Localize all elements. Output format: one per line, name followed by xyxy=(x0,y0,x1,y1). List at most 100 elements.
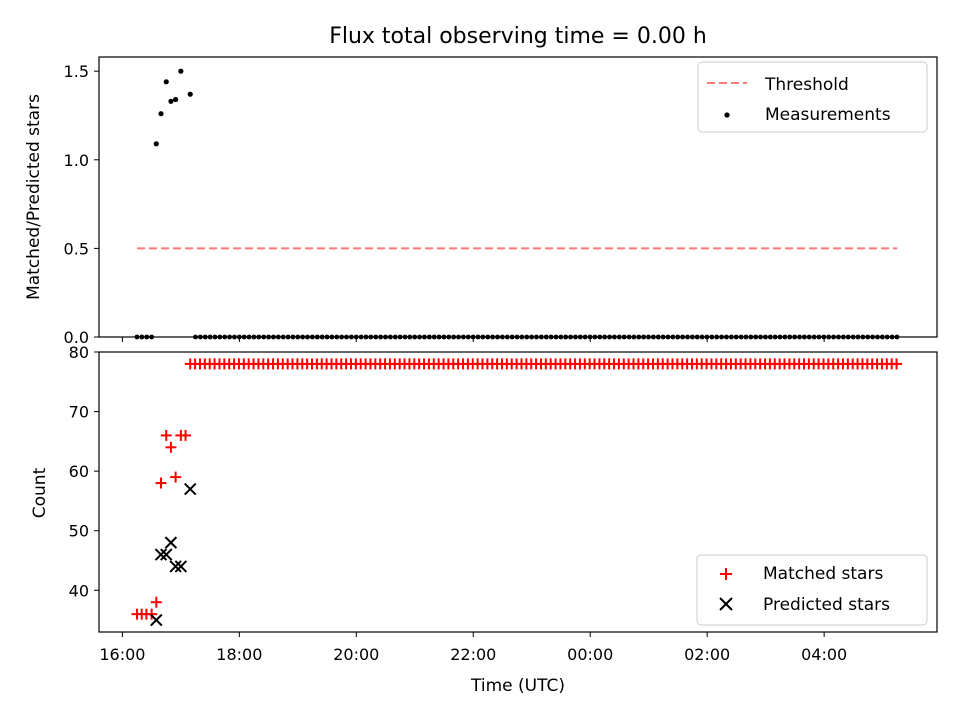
measurement-point xyxy=(358,334,364,340)
measurement-point xyxy=(334,334,340,340)
measurement-point xyxy=(689,334,695,340)
matched-stars-legend-label: Matched stars xyxy=(763,564,883,584)
predicted-star-point xyxy=(169,560,182,573)
measurement-point xyxy=(563,334,569,340)
measurement-point xyxy=(163,79,169,85)
bottom-y-tick-label: 60 xyxy=(69,462,89,481)
measurement-point xyxy=(261,334,267,340)
measurement-point xyxy=(251,334,257,340)
measurement-point xyxy=(855,334,861,340)
measurements-legend-swatch xyxy=(724,112,730,118)
measurement-point xyxy=(655,334,661,340)
measurement-point xyxy=(353,334,359,340)
measurement-point xyxy=(865,334,871,340)
measurement-point xyxy=(197,334,203,340)
measurement-point xyxy=(728,334,734,340)
measurement-point xyxy=(660,334,666,340)
x-tick-label: 20:00 xyxy=(333,645,379,664)
measurement-point xyxy=(631,334,637,340)
measurement-point xyxy=(670,334,676,340)
measurement-point xyxy=(426,334,432,340)
measurement-point xyxy=(168,98,174,104)
measurement-point xyxy=(879,334,885,340)
measurement-point xyxy=(587,334,593,340)
measurement-point xyxy=(271,334,276,340)
measurement-point xyxy=(792,334,798,340)
measurement-point xyxy=(724,334,729,340)
measurement-point xyxy=(451,334,457,340)
measurement-point xyxy=(480,334,486,340)
measurement-point xyxy=(285,334,291,340)
predicted-star-point xyxy=(160,548,173,561)
measurement-point xyxy=(363,334,369,340)
measurement-point xyxy=(153,141,159,147)
measurement-point xyxy=(699,334,705,340)
measurement-point xyxy=(821,334,827,340)
measurement-point xyxy=(743,334,749,340)
predicted-star-point xyxy=(164,536,178,549)
measurement-point xyxy=(519,334,525,340)
x-tick-label: 18:00 xyxy=(216,645,262,664)
measurement-point xyxy=(582,334,588,340)
top-legend: Threshold Measurements xyxy=(697,61,928,133)
measurement-point xyxy=(801,334,807,340)
measurement-point xyxy=(850,334,856,340)
measurement-point xyxy=(417,334,422,340)
measurement-point xyxy=(402,334,408,340)
measurement-point xyxy=(465,334,471,340)
x-tick-label: 22:00 xyxy=(450,645,496,664)
measurement-point xyxy=(870,334,875,340)
measurement-point xyxy=(222,334,228,340)
measurement-point xyxy=(256,334,262,340)
matched-stars-legend-swatch xyxy=(720,568,732,580)
measurement-point xyxy=(485,334,491,340)
measurement-point xyxy=(436,334,442,340)
measurement-point xyxy=(300,334,306,340)
measurement-point xyxy=(178,68,184,74)
measurement-point xyxy=(826,334,832,340)
measurement-point xyxy=(573,334,578,340)
measurement-point xyxy=(641,334,647,340)
measurement-point xyxy=(748,334,754,340)
measurement-point xyxy=(636,334,642,340)
top-y-tick-label: 1.5 xyxy=(64,62,89,81)
measurement-point xyxy=(280,334,286,340)
measurement-point xyxy=(875,334,880,340)
measurement-point xyxy=(383,334,388,340)
measurement-point xyxy=(495,334,500,340)
predicted-stars-legend-label: Predicted stars xyxy=(763,595,890,615)
measurement-point xyxy=(719,334,724,340)
measurement-point xyxy=(207,334,213,340)
measurement-point xyxy=(597,334,603,340)
x-tick-label: 04:00 xyxy=(801,645,847,664)
measurement-point xyxy=(840,334,846,340)
bottom-legend-frame xyxy=(696,554,928,626)
measurement-point xyxy=(378,334,383,340)
measurement-point xyxy=(665,334,671,340)
measurement-point xyxy=(772,334,778,340)
measurement-point xyxy=(777,334,783,340)
predicted-star-point xyxy=(184,482,197,496)
top-y-tick-label: 1.0 xyxy=(64,151,89,170)
measurement-point xyxy=(787,334,793,340)
measurement-point xyxy=(295,334,301,340)
top-y-tick-label: 0.5 xyxy=(64,239,89,258)
measurement-point xyxy=(685,334,690,340)
matched-star-point xyxy=(165,441,177,453)
measurement-point xyxy=(227,334,232,340)
bottom-axes-frame xyxy=(98,351,938,633)
measurement-point xyxy=(461,334,466,340)
measurement-point xyxy=(407,334,413,340)
predicted-stars-legend-swatch xyxy=(719,597,733,611)
measurement-point xyxy=(845,334,851,340)
measurement-point xyxy=(675,334,681,340)
top-legend-frame xyxy=(697,61,928,133)
measurement-point xyxy=(524,334,530,340)
measurement-point xyxy=(831,334,837,340)
measurement-point xyxy=(212,334,218,340)
top-y-axis-label: Matched/Predicted stars xyxy=(24,94,44,300)
bottom-legend: Matched stars Predicted stars xyxy=(696,554,928,626)
threshold-legend-label: Threshold xyxy=(764,75,849,95)
measurement-point xyxy=(782,334,788,340)
measurement-point xyxy=(392,334,398,340)
